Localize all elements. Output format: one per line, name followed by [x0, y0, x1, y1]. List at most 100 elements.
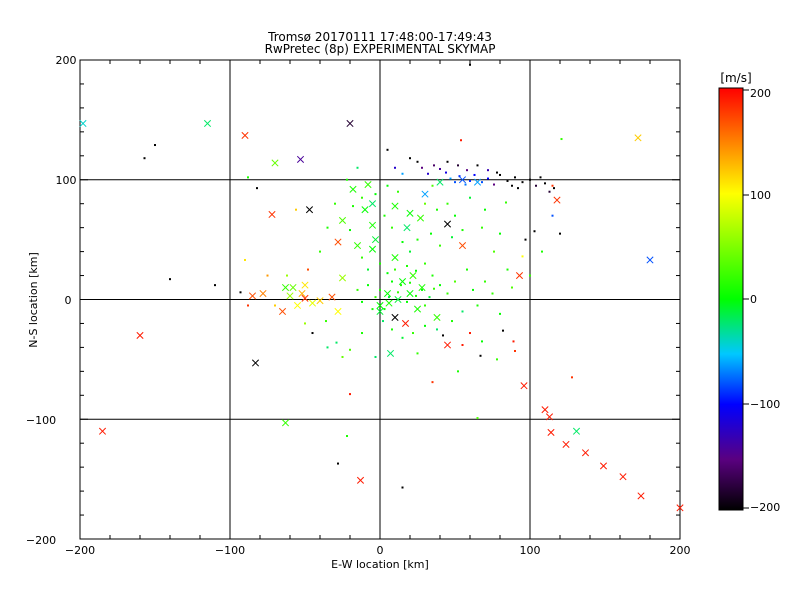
data-dot — [361, 196, 363, 199]
data-dot — [346, 178, 348, 181]
data-cross — [289, 283, 297, 292]
data-dot — [484, 280, 486, 283]
data-dot — [412, 332, 414, 335]
data-cross — [281, 419, 290, 427]
data-dot — [266, 274, 269, 277]
chart-title: Tromsø 20170111 17:48:00-17:49:43 — [267, 30, 492, 44]
data-dot — [400, 284, 402, 287]
data-dot — [415, 294, 417, 297]
data-dot — [319, 250, 321, 253]
data-dot — [499, 173, 501, 176]
data-dot — [239, 291, 242, 294]
data-dot — [214, 284, 216, 287]
data-cross — [406, 289, 414, 298]
data-dot — [484, 208, 486, 211]
y-tick-label: −100 — [26, 414, 56, 427]
data-cross — [409, 271, 417, 280]
data-dot — [571, 376, 573, 379]
data-dot — [449, 177, 452, 180]
data-dot — [533, 230, 536, 233]
data-dot — [406, 264, 408, 267]
data-dot — [334, 202, 336, 205]
data-dot — [476, 164, 479, 167]
colorbar — [718, 87, 744, 511]
data-cross — [376, 301, 384, 310]
data-dot — [476, 417, 479, 420]
data-cross — [383, 289, 392, 298]
data-dot — [341, 355, 344, 358]
data-cross — [356, 476, 365, 484]
colorbar-tick-label: 200 — [750, 87, 771, 100]
data-dot — [431, 184, 434, 187]
data-cross — [599, 462, 608, 470]
data-dot — [472, 288, 474, 291]
data-cross — [391, 202, 399, 210]
data-dot — [374, 193, 377, 196]
data-dot — [535, 184, 537, 187]
data-dot — [424, 324, 426, 327]
data-dot — [326, 346, 329, 349]
data-cross — [413, 305, 422, 313]
data-dot — [454, 181, 456, 184]
data-dot — [295, 208, 297, 211]
chart-subtitle: RwPretec (8p) EXPERIMENTAL SKYMAP — [265, 42, 496, 56]
data-dot — [514, 349, 516, 352]
data-cross — [515, 271, 524, 280]
data-dot — [541, 250, 543, 253]
data-dot — [428, 296, 431, 299]
data-dot — [247, 304, 249, 307]
data-dot — [466, 268, 468, 271]
data-cross — [271, 159, 279, 167]
data-cross — [398, 277, 407, 286]
data-cross — [136, 331, 144, 339]
colorbar-ticks — [743, 89, 749, 509]
data-dot — [481, 340, 483, 343]
data-dot — [481, 181, 483, 184]
y-tick-label: 200 — [56, 54, 77, 67]
y-axis-label: N-S location [km] — [27, 252, 40, 348]
data-cross — [251, 359, 260, 367]
data-dot — [349, 229, 351, 232]
data-cross — [458, 242, 467, 250]
data-dot — [386, 272, 389, 275]
data-cross — [394, 295, 402, 304]
data-dot — [382, 320, 384, 323]
data-cross — [305, 206, 314, 214]
data-dot — [439, 284, 441, 287]
data-dot — [529, 274, 531, 277]
data-cross — [406, 209, 414, 217]
x-tick-label: 200 — [670, 544, 691, 557]
data-dot — [469, 179, 471, 182]
data-dot — [274, 304, 276, 307]
data-dot — [496, 171, 498, 174]
data-dot — [506, 179, 509, 182]
data-dot — [169, 278, 171, 281]
data-cross — [418, 283, 426, 292]
data-dot — [473, 173, 476, 176]
data-dot — [367, 284, 369, 287]
colorbar-tick-label: −200 — [750, 501, 780, 514]
x-tick-label: −200 — [65, 544, 95, 557]
data-dot — [496, 358, 498, 361]
data-dot — [416, 160, 419, 163]
data-dot — [511, 184, 513, 187]
data-dot — [388, 296, 390, 299]
data-dot — [374, 355, 377, 358]
x-tick-label: 0 — [377, 544, 384, 557]
data-cross — [391, 254, 399, 262]
data-dot — [383, 308, 386, 311]
data-cross — [386, 349, 395, 357]
data-cross — [361, 206, 369, 214]
data-dot — [401, 172, 404, 175]
x-tick-label: 100 — [520, 544, 541, 557]
grid-lines — [80, 60, 680, 539]
data-cross — [368, 245, 377, 253]
data-cross — [403, 224, 411, 232]
data-dot — [433, 164, 435, 167]
data-dot — [466, 169, 468, 172]
data-dot — [391, 328, 393, 331]
data-cross — [371, 236, 380, 244]
data-dot — [446, 202, 449, 205]
data-cross — [634, 134, 642, 142]
data-dot — [416, 352, 419, 355]
